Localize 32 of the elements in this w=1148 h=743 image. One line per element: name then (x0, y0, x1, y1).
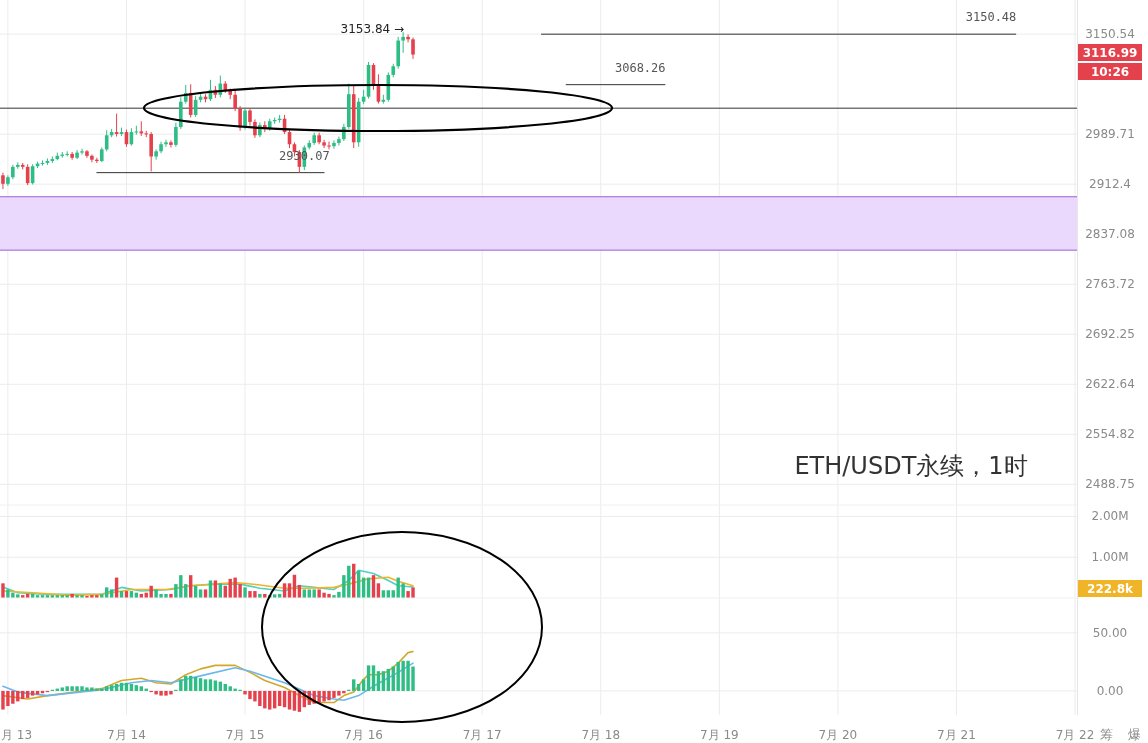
x-tick-label: 7月 18 (581, 728, 621, 742)
x-tick-label: 7月 20 (818, 728, 858, 742)
y-tick-label: 2763.72 (1085, 277, 1135, 292)
x-tick-label: 7月 21 (937, 728, 976, 742)
y-tick-label: 2622.64 (1085, 377, 1135, 392)
x-tick-label: 月 13 (1, 728, 33, 742)
annotation: ETH/USDT永续，1时 (794, 452, 1028, 480)
y-tick-label: 2989.71 (1085, 127, 1135, 142)
x-tick-label: 7月 16 (344, 728, 383, 742)
x-tick-label: 7月 14 (107, 728, 146, 742)
y-tick-label: 2554.82 (1085, 427, 1135, 442)
annotation: 3153.84 → (340, 22, 405, 37)
y-tick-label: 50.00 (1092, 625, 1128, 640)
x-tick-label: 7月 19 (699, 728, 739, 742)
text: 筹 (1099, 727, 1113, 742)
text: 爆 (1127, 727, 1141, 742)
y-tick-label: 1.00M (1091, 550, 1129, 565)
x-tick-label: 7月 15 (225, 728, 265, 742)
y-tick-label: 0.00 (1096, 683, 1124, 698)
text: 3116.99 (1082, 46, 1138, 60)
x-tick-label: 7月 17 (462, 728, 502, 742)
annotation: 3068.26 (614, 60, 666, 75)
text: 222.8k (1087, 582, 1134, 596)
annotation: 3150.48 (965, 10, 1017, 25)
y-tick-label: 2488.75 (1085, 477, 1135, 492)
y-tick-label: 2.00M (1091, 509, 1129, 524)
text: 10:26 (1090, 65, 1130, 79)
y-tick-label: 3150.54 (1085, 27, 1135, 42)
y-tick-label: 2692.25 (1085, 327, 1135, 342)
x-tick-label: 7月 22 (1055, 728, 1095, 742)
y-tick-label: 2837.08 (1085, 227, 1135, 242)
y-tick-label: 2912.4 (1089, 177, 1131, 192)
